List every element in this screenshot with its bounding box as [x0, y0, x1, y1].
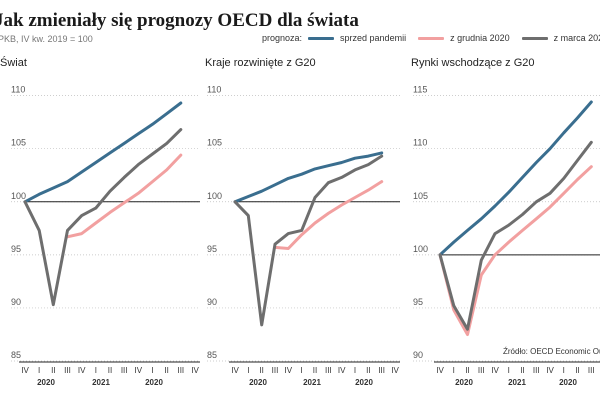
- x-tick-label: III: [121, 366, 128, 375]
- y-tick-label: 90: [11, 297, 21, 307]
- x-tick-label: II: [108, 366, 112, 375]
- x-year-label: 2021: [508, 378, 526, 387]
- legend-item-label: z grudnia 2020: [450, 33, 510, 43]
- x-year-label: 2020: [355, 378, 373, 387]
- x-tick-label: II: [164, 366, 168, 375]
- x-tick-label: I: [354, 366, 356, 375]
- source-note: Źródło: OECD Economic Outlook: [503, 347, 600, 356]
- x-tick-label: III: [378, 366, 385, 375]
- x-tick-label: IV: [231, 366, 239, 375]
- x-tick-label: IV: [436, 366, 444, 375]
- x-tick-label: IV: [391, 366, 399, 375]
- legend-swatch-december-2020: [418, 36, 445, 40]
- x-tick-label: IV: [546, 366, 554, 375]
- legend: prognoza: sprzed pandemii z grudnia 2020…: [262, 33, 600, 43]
- y-tick-label: 115: [413, 85, 427, 95]
- x-tick-label: II: [465, 366, 469, 375]
- series-march-2021: [23, 128, 183, 307]
- x-year-label: 2020: [559, 378, 577, 387]
- legend-swatch-pre-pandemic: [308, 36, 335, 40]
- y-tick-label: 105: [413, 191, 428, 201]
- y-tick-label: 85: [207, 350, 217, 360]
- legend-item-december-2020: z grudnia 2020: [418, 33, 510, 43]
- x-tick-label: II: [520, 366, 524, 375]
- x-tick-label: III: [64, 366, 71, 375]
- series-pre-pandemic: [438, 100, 593, 257]
- x-tick-label: III: [272, 366, 279, 375]
- y-tick-label: 95: [11, 244, 21, 254]
- series-december-2020: [273, 180, 384, 250]
- legend-swatch-march-2021: [521, 36, 548, 40]
- series-december-2020: [438, 165, 593, 336]
- x-tick-label: I: [453, 366, 455, 375]
- series-pre-pandemic: [233, 151, 384, 204]
- y-tick-label: 105: [207, 138, 222, 148]
- x-tick-label: I: [247, 366, 249, 375]
- x-tick-label: I: [151, 366, 153, 375]
- x-year-label: 2020: [37, 378, 55, 387]
- x-tick-label: II: [313, 366, 317, 375]
- chart-title: Kraje rozwinięte z G20: [205, 57, 316, 69]
- x-year-label: 2020: [455, 378, 473, 387]
- series-december-2020: [66, 153, 183, 239]
- legend-item-label: z marca 2021: [553, 33, 600, 43]
- x-tick-label: III: [325, 366, 332, 375]
- chart-panel-developed: Kraje rozwinięte z G20 85 90 95 100 105 110 IV I…: [205, 57, 400, 387]
- y-tick-label: 110: [413, 138, 427, 148]
- x-tick-label: I: [508, 366, 510, 375]
- y-tick-label: 100: [11, 191, 26, 201]
- chart-title: Świat: [0, 56, 27, 69]
- x-year-label: 2020: [249, 378, 267, 387]
- x-tick-label: III: [533, 366, 540, 375]
- x-tick-label: IV: [285, 366, 293, 375]
- y-tick-label: 100: [207, 191, 222, 201]
- y-tick-label: 95: [207, 244, 217, 254]
- y-tick-label: 100: [413, 244, 428, 254]
- x-tick-label: I: [95, 366, 97, 375]
- x-year-label: 2021: [92, 378, 110, 387]
- y-tick-label: 110: [207, 85, 221, 95]
- x-tick-label: IV: [21, 366, 29, 375]
- legend-item-label: sprzed pandemii: [340, 33, 407, 43]
- chart-panel-emerging: Rynki wschodzące z G20 90 95 100 105 110 115 IV…: [411, 57, 600, 387]
- legend-item-march-2021: z marca 2021: [521, 33, 600, 43]
- chart-title: Rynki wschodzące z G20: [411, 57, 535, 69]
- x-tick-label: IV: [135, 366, 143, 375]
- x-tick-label: III: [478, 366, 485, 375]
- x-tick-label: II: [575, 366, 579, 375]
- legend-item-pre-pandemic: sprzed pandemii: [308, 33, 406, 43]
- series-march-2021: [438, 140, 593, 331]
- x-tick-label: I: [38, 366, 40, 375]
- x-tick-label: IV: [491, 366, 499, 375]
- x-year-label: 2020: [145, 378, 163, 387]
- x-tick-label: IV: [78, 366, 86, 375]
- y-tick-label: 110: [11, 85, 25, 95]
- y-tick-label: 105: [11, 138, 26, 148]
- series-pre-pandemic: [23, 101, 183, 204]
- y-tick-label: 90: [207, 297, 217, 307]
- x-tick-label: II: [51, 366, 55, 375]
- x-tick-label: III: [177, 366, 184, 375]
- x-tick-label: IV: [338, 366, 346, 375]
- y-tick-label: 95: [413, 297, 423, 307]
- page-subtitle: PKB, IV kw. 2019 = 100: [0, 34, 93, 44]
- x-tick-label: I: [301, 366, 303, 375]
- x-tick-label: IV: [191, 366, 199, 375]
- x-tick-label: II: [259, 366, 263, 375]
- x-year-label: 2021: [303, 378, 321, 387]
- series-march-2021: [233, 154, 384, 327]
- y-tick-label: 90: [413, 350, 423, 360]
- y-tick-label: 85: [11, 350, 21, 360]
- page-title: Jak zmieniały się prognozy OECD dla świa…: [0, 10, 359, 31]
- x-tick-label: II: [366, 366, 370, 375]
- legend-label: prognoza:: [262, 33, 303, 43]
- x-tick-label: I: [563, 366, 565, 375]
- x-tick-label: III: [588, 366, 595, 375]
